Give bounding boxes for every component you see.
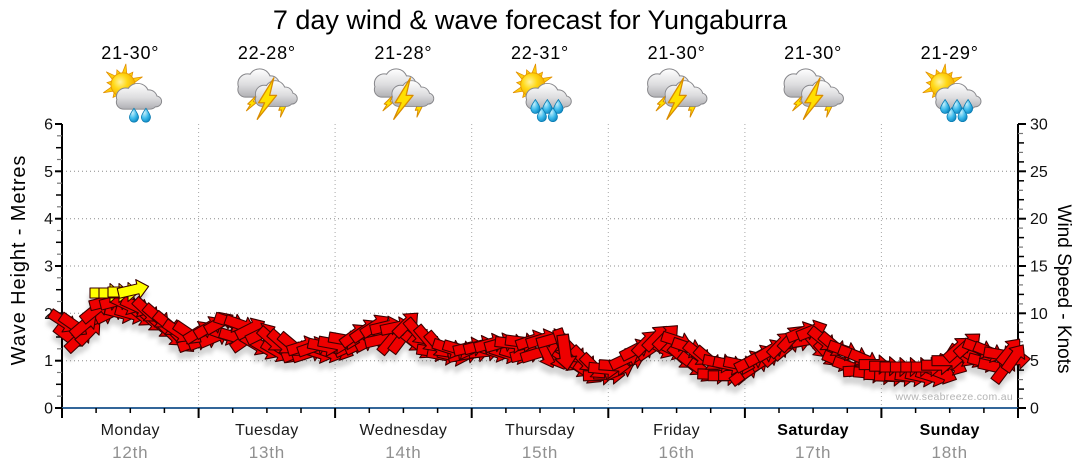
svg-text:17th: 17th [795, 443, 831, 462]
svg-text:14th: 14th [385, 443, 421, 462]
svg-text:4: 4 [44, 211, 53, 228]
svg-text:Tuesday: Tuesday [235, 422, 299, 439]
svg-text:Wind Speed - Knots: Wind Speed - Knots [1053, 205, 1074, 374]
svg-text:5: 5 [44, 164, 53, 181]
svg-text:Monday: Monday [101, 422, 160, 439]
svg-text:15th: 15th [522, 443, 558, 462]
svg-text:0: 0 [1030, 401, 1039, 418]
svg-text:25: 25 [1030, 164, 1048, 181]
svg-text:16th: 16th [658, 443, 694, 462]
svg-text:18th: 18th [932, 443, 968, 462]
svg-text:15: 15 [1030, 259, 1048, 276]
svg-text:21-30°: 21-30° [101, 43, 159, 63]
svg-text:10: 10 [1030, 306, 1048, 323]
svg-text:22-31°: 22-31° [511, 43, 569, 63]
svg-text:7 day wind & wave forecast for: 7 day wind & wave forecast for Yungaburr… [273, 5, 788, 35]
svg-text:Thursday: Thursday [505, 422, 575, 439]
svg-text:Wednesday: Wednesday [359, 422, 447, 439]
svg-text:13th: 13th [249, 443, 285, 462]
svg-text:22-28°: 22-28° [238, 43, 296, 63]
svg-text:21-29°: 21-29° [921, 43, 979, 63]
svg-text:21-28°: 21-28° [374, 43, 432, 63]
svg-text:2: 2 [44, 306, 53, 323]
svg-text:3: 3 [44, 259, 53, 276]
svg-text:0: 0 [44, 401, 53, 418]
svg-text:12th: 12th [112, 443, 148, 462]
svg-text:30: 30 [1030, 117, 1048, 134]
svg-text:21-30°: 21-30° [648, 43, 706, 63]
svg-text:1: 1 [44, 353, 53, 370]
svg-text:5: 5 [1030, 353, 1039, 370]
svg-text:www.seabreeze.com.au: www.seabreeze.com.au [895, 391, 1013, 403]
svg-text:Saturday: Saturday [777, 422, 849, 439]
svg-text:20: 20 [1030, 211, 1048, 228]
svg-text:Friday: Friday [653, 422, 700, 439]
svg-text:Sunday: Sunday [920, 422, 980, 439]
svg-text:21-30°: 21-30° [784, 43, 842, 63]
svg-text:6: 6 [44, 117, 53, 134]
svg-text:Wave Height - Metres: Wave Height - Metres [8, 155, 30, 366]
